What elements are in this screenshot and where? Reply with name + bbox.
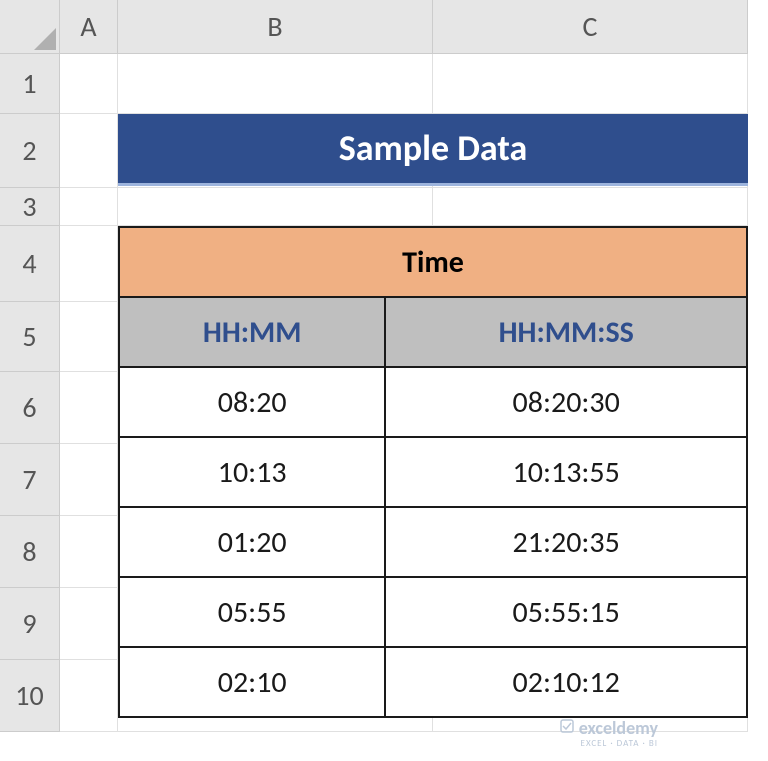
cell-hhmmss[interactable]: 21:20:35 bbox=[385, 507, 747, 577]
watermark: exceldemy EXCEL · DATA · BI bbox=[559, 718, 658, 749]
row-header-10[interactable]: 10 bbox=[0, 660, 60, 732]
cell-hhmmss[interactable]: 02:10:12 bbox=[385, 647, 747, 717]
cell-hhmmss[interactable]: 05:55:15 bbox=[385, 577, 747, 647]
cell-hhmm[interactable]: 10:13 bbox=[119, 437, 385, 507]
table-subheader-hhmm: HH:MM bbox=[119, 297, 385, 367]
table-row: 02:10 02:10:12 bbox=[119, 647, 747, 717]
cell-A10[interactable] bbox=[60, 660, 118, 732]
watermark-brand: exceldemy bbox=[579, 717, 658, 739]
cell-A5[interactable] bbox=[60, 302, 118, 372]
cell-hhmm[interactable]: 05:55 bbox=[119, 577, 385, 647]
row-header-9[interactable]: 9 bbox=[0, 588, 60, 660]
cell-hhmm[interactable]: 01:20 bbox=[119, 507, 385, 577]
cell-A6[interactable] bbox=[60, 372, 118, 444]
watermark-tagline: EXCEL · DATA · BI bbox=[559, 739, 658, 749]
table-row: 10:13 10:13:55 bbox=[119, 437, 747, 507]
table-row: 01:20 21:20:35 bbox=[119, 507, 747, 577]
cell-A1[interactable] bbox=[60, 54, 118, 114]
table-subheader-hhmmss: HH:MM:SS bbox=[385, 297, 747, 367]
row-header-1[interactable]: 1 bbox=[0, 54, 60, 114]
time-table: Time HH:MM HH:MM:SS 08:20 08:20:30 10:13… bbox=[118, 226, 748, 718]
row-header-8[interactable]: 8 bbox=[0, 516, 60, 588]
cell-hhmm[interactable]: 08:20 bbox=[119, 367, 385, 437]
table-row: 08:20 08:20:30 bbox=[119, 367, 747, 437]
row-header-6[interactable]: 6 bbox=[0, 372, 60, 444]
cell-A2[interactable] bbox=[60, 114, 118, 188]
cell-A3[interactable] bbox=[60, 188, 118, 226]
col-header-B[interactable]: B bbox=[118, 0, 433, 54]
col-header-C[interactable]: C bbox=[433, 0, 748, 54]
cell-hhmmss[interactable]: 10:13:55 bbox=[385, 437, 747, 507]
logo-icon bbox=[559, 718, 575, 739]
cell-A9[interactable] bbox=[60, 588, 118, 660]
row-header-4[interactable]: 4 bbox=[0, 226, 60, 302]
content-overlay: Sample Data Time HH:MM HH:MM:SS 08:20 08… bbox=[118, 54, 748, 718]
table-header-main: Time bbox=[119, 227, 747, 297]
cell-hhmm[interactable]: 02:10 bbox=[119, 647, 385, 717]
cell-A4[interactable] bbox=[60, 226, 118, 302]
select-all-corner[interactable] bbox=[0, 0, 60, 54]
row-header-3[interactable]: 3 bbox=[0, 188, 60, 226]
title-banner: Sample Data bbox=[118, 114, 748, 186]
cell-A8[interactable] bbox=[60, 516, 118, 588]
row-header-7[interactable]: 7 bbox=[0, 444, 60, 516]
row-header-5[interactable]: 5 bbox=[0, 302, 60, 372]
cell-hhmmss[interactable]: 08:20:30 bbox=[385, 367, 747, 437]
cell-A7[interactable] bbox=[60, 444, 118, 516]
table-row: 05:55 05:55:15 bbox=[119, 577, 747, 647]
row-header-2[interactable]: 2 bbox=[0, 114, 60, 188]
col-header-A[interactable]: A bbox=[60, 0, 118, 54]
